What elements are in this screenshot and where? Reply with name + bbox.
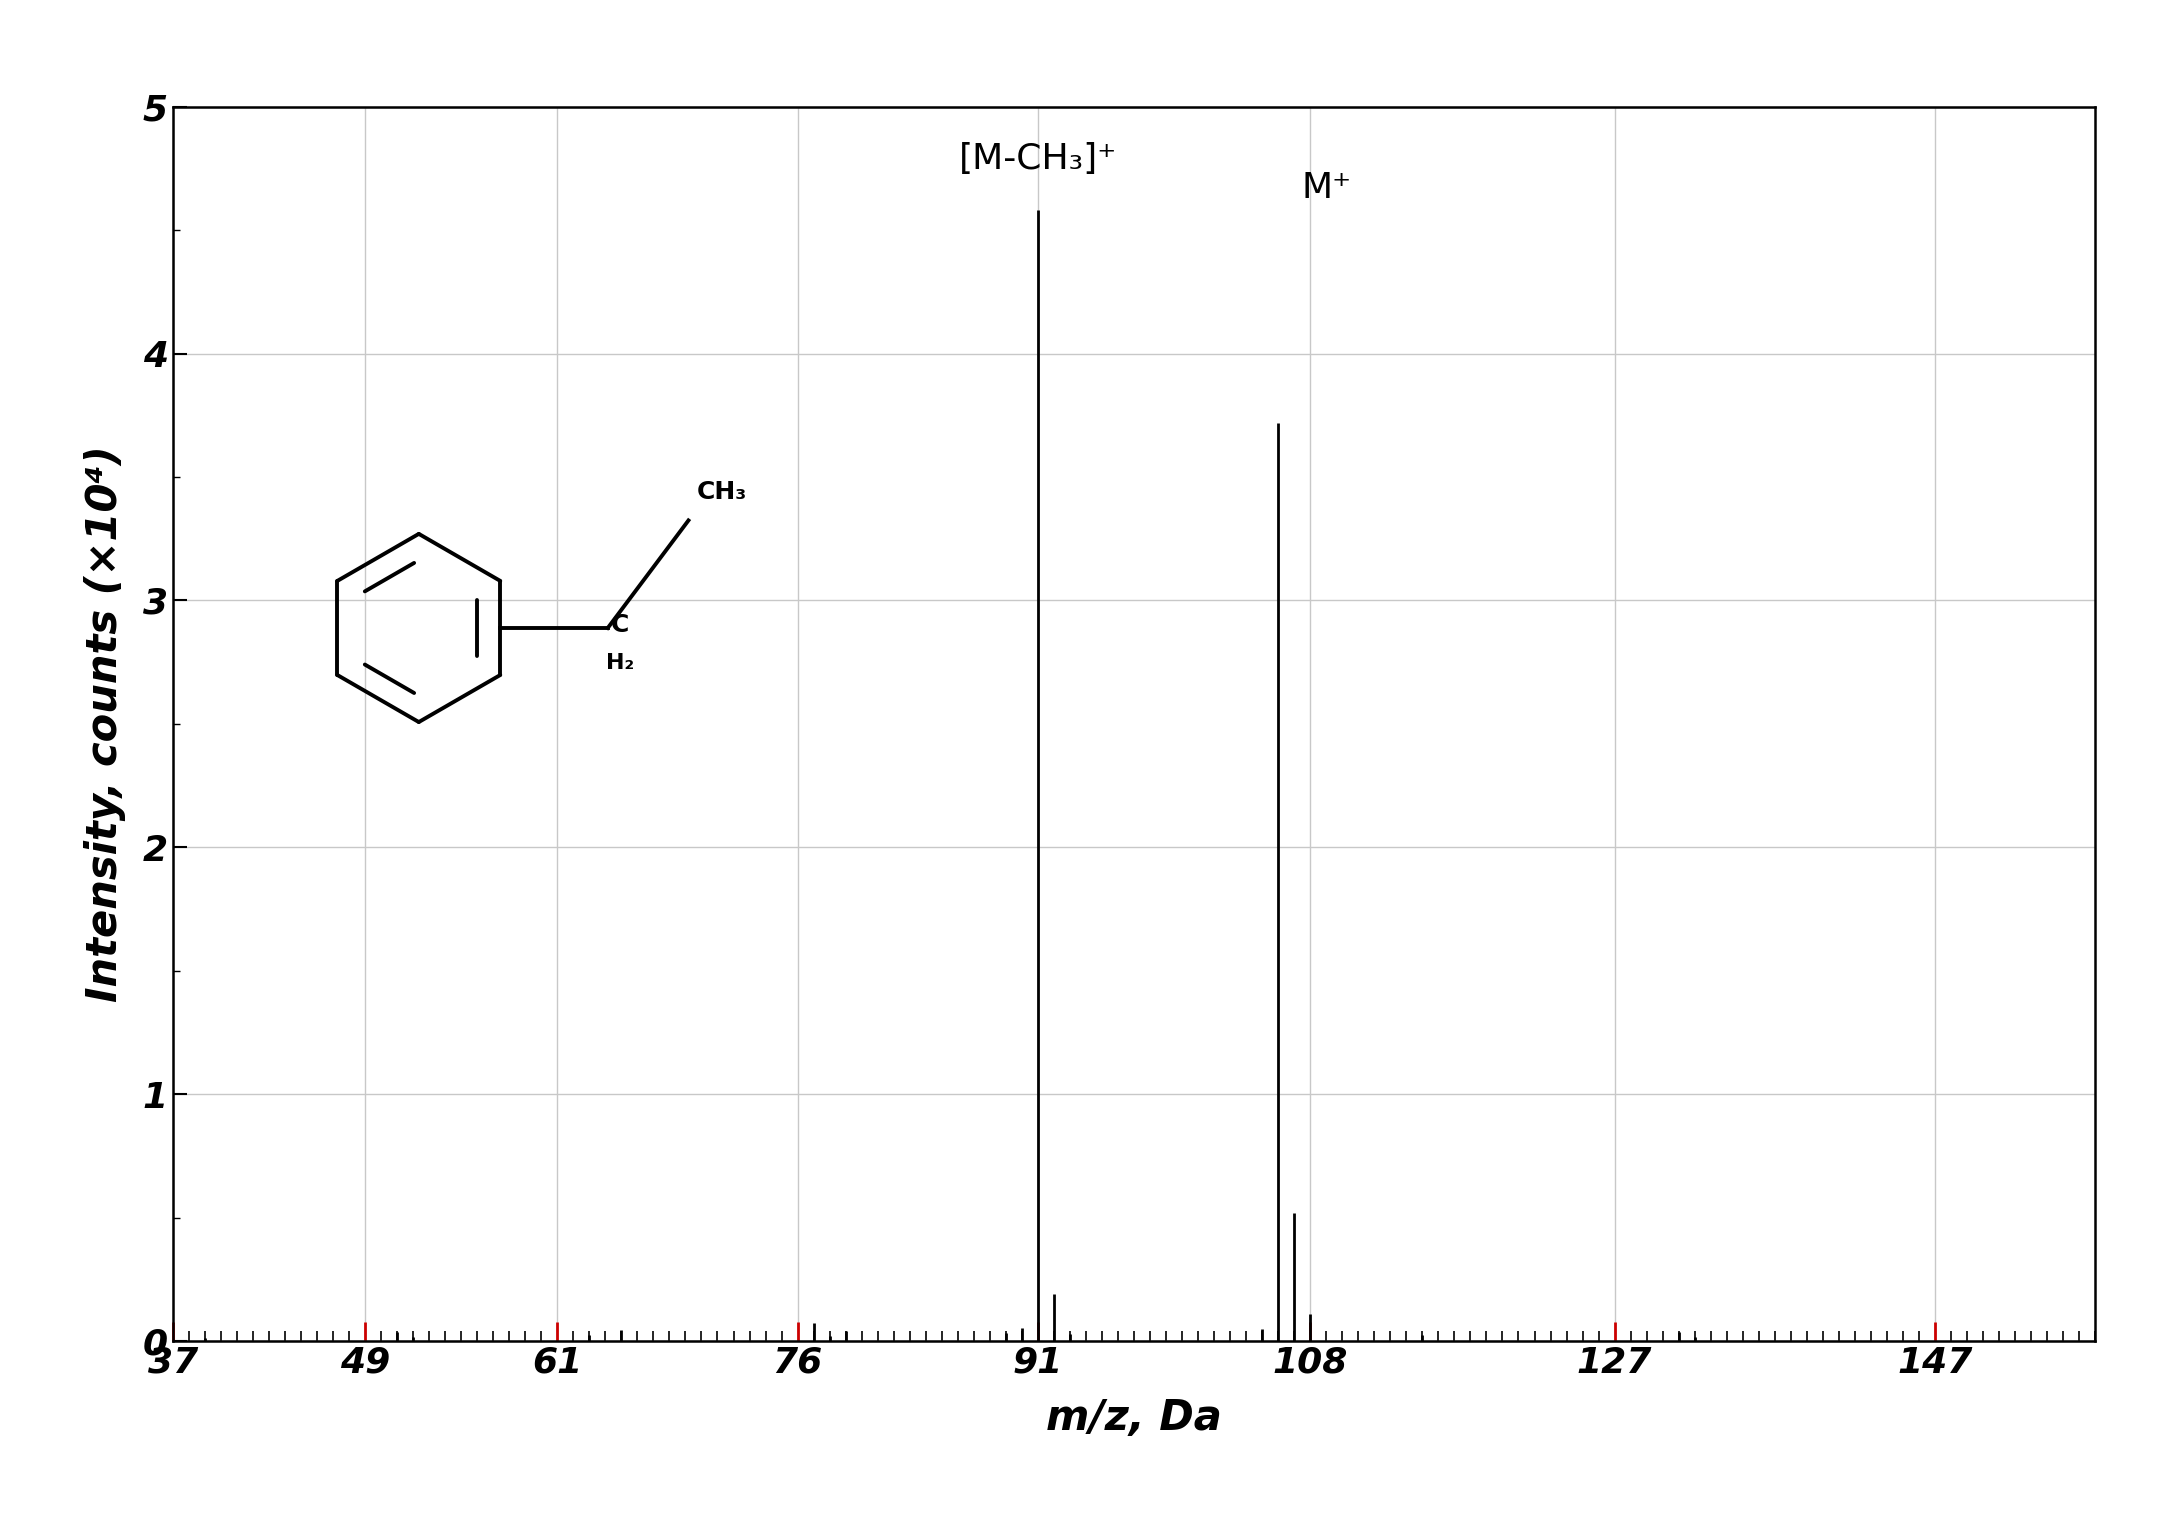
Y-axis label: Intensity, counts (×10⁴): Intensity, counts (×10⁴) <box>84 445 125 1003</box>
X-axis label: m/z, Da: m/z, Da <box>1045 1396 1223 1439</box>
Text: CH₃: CH₃ <box>696 480 747 503</box>
Text: [M-CH₃]⁺: [M-CH₃]⁺ <box>959 142 1117 175</box>
Text: H₂: H₂ <box>605 652 635 674</box>
Text: C: C <box>611 613 629 637</box>
Text: M⁺: M⁺ <box>1300 171 1352 206</box>
